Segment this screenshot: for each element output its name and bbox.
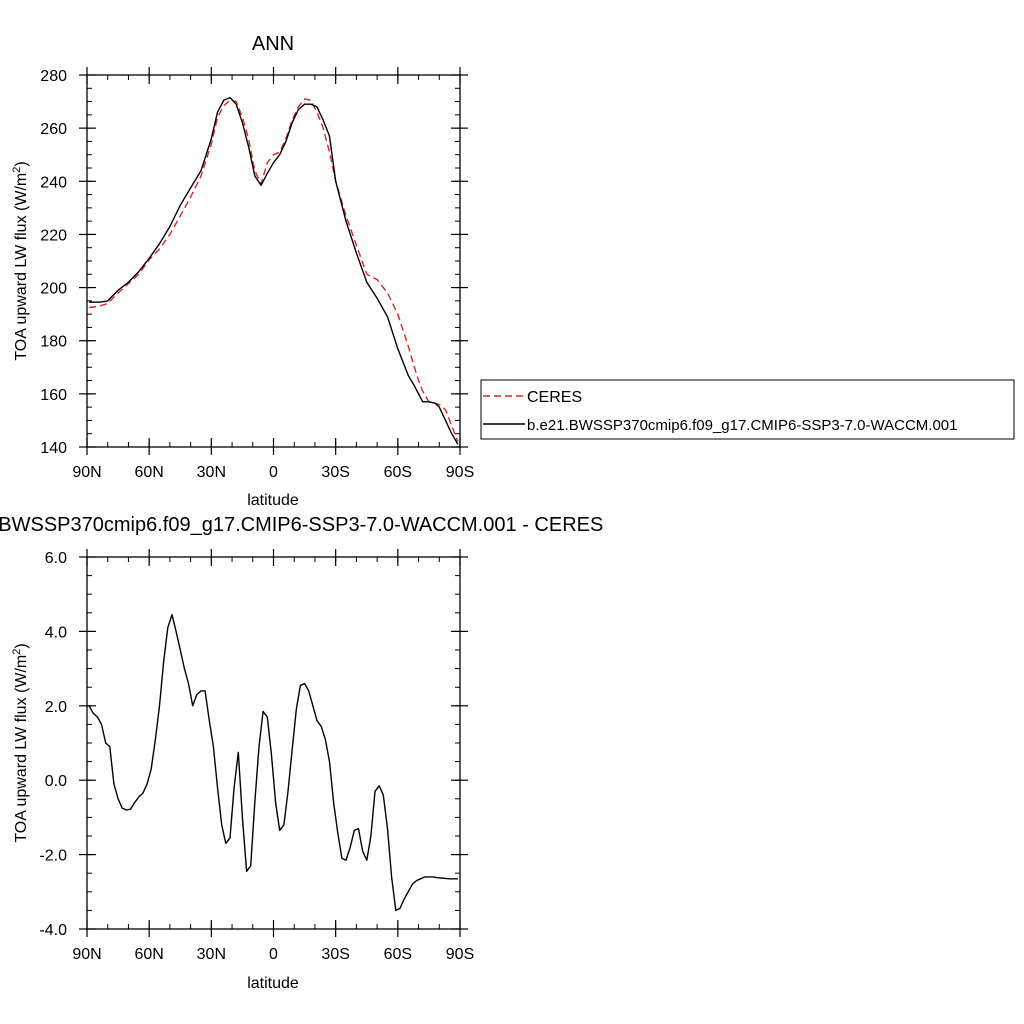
series-line-difference — [88, 614, 458, 912]
x-tick-label: 60S — [384, 464, 412, 481]
x-tick-label: 60S — [384, 946, 412, 963]
x-tick-label: 90S — [446, 464, 474, 481]
legend-label-ceres: CERES — [527, 389, 582, 406]
x-tick-label: 30N — [197, 946, 226, 963]
y-tick-label: 6.0 — [45, 550, 67, 567]
plot-frame — [86, 556, 461, 930]
panel-top: ANN 90N 60N 30N 0 30S 60S 90S 140 160 180 200 220 24… — [11, 33, 1015, 509]
y-tick-label: 4.0 — [45, 624, 67, 641]
y-axis-label-main: TOA upward LW flux (W/m — [13, 173, 30, 361]
x-tick-label: 90N — [72, 464, 101, 481]
y-axis-label-tail: ) — [13, 643, 30, 648]
axis-ticks: 90N 60N 30N 0 30S 60S 90S 140 160 180 200 220 240 260… — [40, 67, 474, 481]
y-tick-label: 260 — [40, 121, 67, 138]
y-tick-label: 0.0 — [45, 773, 67, 790]
y-axis-label-sup: 2 — [11, 649, 23, 655]
y-tick-label: 140 — [40, 440, 67, 457]
x-tick-label: 90S — [446, 946, 474, 963]
x-tick-label: 60N — [134, 946, 163, 963]
y-tick-label: 160 — [40, 387, 67, 404]
legend-label-model: b.e21.BWSSP370cmip6.f09_g17.CMIP6-SSP3-7… — [527, 417, 957, 434]
x-tick-label: 90N — [72, 946, 101, 963]
y-tick-label: -4.0 — [39, 922, 67, 939]
series-line-model — [89, 96, 459, 445]
plot-frame — [86, 74, 461, 448]
y-tick-label: 220 — [40, 227, 67, 244]
x-axis-label: latitude — [247, 975, 299, 992]
panel-bottom: b.e21.BWSSP370cmip6.f09_g17.CMIP6-SSP3-7… — [0, 514, 603, 992]
y-axis-label-main: TOA upward LW flux (W/m — [13, 655, 30, 843]
chart-title: ANN — [252, 33, 294, 55]
y-tick-label: 240 — [40, 174, 67, 191]
y-tick-label: 180 — [40, 334, 67, 351]
x-tick-label: 30S — [321, 946, 349, 963]
legend: CERES b.e21.BWSSP370cmip6.f09_g17.CMIP6-… — [480, 379, 1015, 440]
y-axis-label-tail: ) — [13, 161, 30, 166]
y-tick-label: 2.0 — [45, 699, 67, 716]
y-axis-label-sup: 2 — [11, 167, 23, 173]
series-group — [89, 96, 459, 445]
y-tick-label: 280 — [40, 68, 67, 85]
y-axis-label: TOA upward LW flux (W/m2) — [11, 643, 30, 842]
x-tick-label: 30S — [321, 464, 349, 481]
chart-title: b.e21.BWSSP370cmip6.f09_g17.CMIP6-SSP3-7… — [0, 514, 603, 536]
y-axis-label: TOA upward LW flux (W/m2) — [11, 161, 30, 360]
series-line-ceres — [89, 98, 459, 442]
x-tick-label: 30N — [197, 464, 226, 481]
axis-ticks: 90N 60N 30N 0 30S 60S 90S -4.0 -2.0 0.0 2.0 4.0 6.0 — [39, 549, 474, 963]
x-axis-label: latitude — [247, 492, 299, 509]
y-tick-label: 200 — [40, 281, 67, 298]
x-tick-label: 0 — [269, 946, 278, 963]
series-group — [88, 614, 458, 912]
legend-box — [480, 379, 1015, 440]
x-tick-label: 60N — [134, 464, 163, 481]
y-tick-label: -2.0 — [39, 848, 67, 865]
x-tick-label: 0 — [269, 464, 278, 481]
